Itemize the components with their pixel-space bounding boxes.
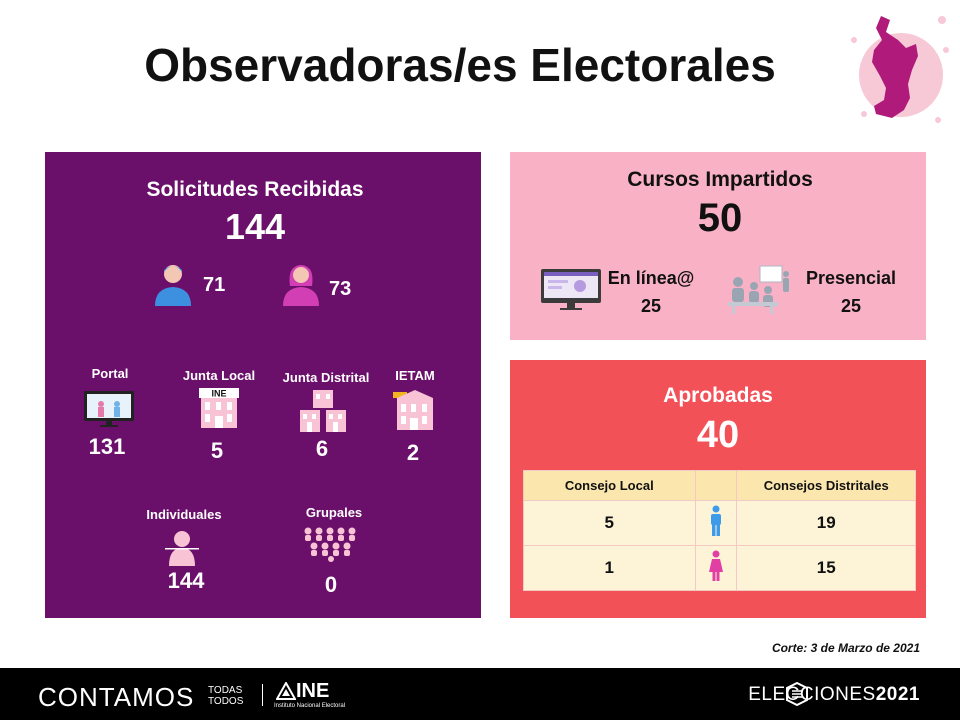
ine-subtitle: Instituto Nacional Electoral — [274, 703, 346, 709]
monitor-icon — [84, 391, 134, 427]
cursos-panel: Cursos Impartidos 50 En línea@ 25 Presen… — [510, 152, 926, 340]
ine-logo-text: INE — [296, 680, 330, 702]
presencial-label: Presencial — [805, 268, 897, 288]
col-header-distritales: Consejos Distritales — [736, 470, 916, 501]
solicitudes-total: 144 — [224, 206, 286, 247]
svg-text:INE: INE — [211, 389, 226, 399]
cell-distritales: 19 — [736, 500, 916, 546]
table-header-row: Consejo Local Consejos Distritales — [523, 470, 916, 501]
source-label-junta-local: Junta Local — [182, 368, 256, 383]
contamos-logo-text: CONTAMOS — [38, 682, 195, 712]
source-value-junta-local: 5 — [210, 438, 224, 463]
solicitudes-heading: Solicitudes Recibidas — [146, 178, 364, 201]
elecciones-year: 2021 — [875, 684, 920, 705]
presencial-value: 25 — [840, 296, 862, 316]
source-value-ietam: 2 — [406, 440, 420, 465]
presencial-class-icon — [728, 265, 789, 314]
source-value-portal: 131 — [88, 434, 126, 459]
group-people-icon — [304, 527, 356, 562]
type-value-grupales: 0 — [324, 572, 338, 597]
individual-person-icon — [165, 531, 199, 566]
aprobadas-heading: Aprobadas — [663, 384, 773, 407]
source-value-junta-distrital: 6 — [315, 436, 329, 461]
todas-todos-text: TODAS TODOS — [208, 685, 243, 707]
ine-building-icon: INE — [199, 388, 239, 428]
woman-icon — [283, 265, 319, 306]
elecciones-logo-text: ELECCIONES2021 — [748, 684, 920, 706]
ine-logo-icon — [276, 682, 296, 700]
type-label-individuales: Individuales — [146, 507, 222, 522]
source-label-portal: Portal — [91, 366, 129, 381]
corte-date: Corte: 3 de Marzo de 2021 — [771, 641, 920, 655]
type-value-individuales: 144 — [167, 568, 205, 593]
distrital-buildings-icon — [300, 390, 346, 432]
table-row: 5 19 — [523, 500, 916, 546]
cursos-total: 50 — [697, 196, 743, 240]
online-course-monitor-icon — [541, 269, 601, 310]
col-header-local: Consejo Local — [523, 470, 696, 501]
col-header-gender — [694, 470, 738, 501]
table-row: 1 15 — [523, 545, 916, 591]
aprobadas-total: 40 — [696, 414, 740, 456]
cell-gender — [694, 545, 738, 591]
online-label: En línea@ — [607, 268, 695, 288]
todos-text: TODOS — [208, 696, 244, 707]
male-icon — [710, 505, 721, 536]
female-icon — [708, 550, 723, 581]
ietam-building-icon — [393, 390, 433, 430]
men-count: 71 — [203, 274, 226, 296]
cell-local: 5 — [523, 500, 696, 546]
cell-gender — [694, 500, 738, 546]
aprobadas-panel: Aprobadas 40 Consejo Local Consejos Dist… — [510, 360, 926, 618]
elecciones-word: ELECCIONES — [748, 684, 876, 705]
cursos-heading: Cursos Impartidos — [627, 168, 813, 191]
source-label-ietam: IETAM — [395, 368, 435, 383]
online-value: 25 — [640, 296, 662, 316]
women-count: 73 — [329, 278, 352, 300]
source-label-junta-distrital: Junta Distrital — [282, 370, 370, 385]
type-label-grupales: Grupales — [305, 505, 363, 520]
footer-divider — [262, 684, 263, 706]
man-icon — [155, 265, 191, 306]
footer-bar: CONTAMOS TODAS TODOS INE Instituto Nacio… — [0, 668, 960, 720]
cell-distritales: 15 — [736, 545, 916, 591]
page-title: Observadoras/es Electorales — [144, 39, 776, 91]
tamaulipas-map-icon — [851, 16, 949, 123]
aprobadas-table: Consejo Local Consejos Distritales 5 19 … — [523, 470, 916, 591]
elecciones-logo-icon — [786, 682, 808, 706]
cell-local: 1 — [523, 545, 696, 591]
todas-text: TODAS — [208, 685, 243, 696]
solicitudes-panel: Solicitudes Recibidas 144 71 73 Portal 1… — [45, 152, 481, 618]
